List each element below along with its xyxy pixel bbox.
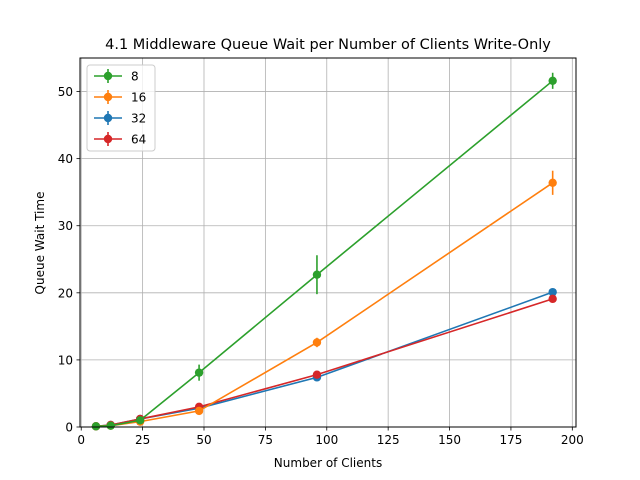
legend-item-64: 64 bbox=[94, 132, 146, 147]
data-point-8 bbox=[312, 270, 322, 279]
x-tick-label: 75 bbox=[258, 433, 273, 447]
data-point-64 bbox=[548, 294, 557, 304]
legend-swatch-marker bbox=[103, 113, 113, 123]
x-tick-label: 175 bbox=[499, 433, 522, 447]
legend-swatch-marker bbox=[103, 134, 113, 144]
y-tick-label: 20 bbox=[58, 286, 73, 300]
series-layer bbox=[91, 72, 557, 431]
data-point-16 bbox=[194, 406, 204, 416]
legend-item-8: 8 bbox=[94, 69, 139, 84]
legend-label: 32 bbox=[131, 112, 146, 126]
legend-label: 16 bbox=[131, 91, 146, 105]
y-tick-label: 40 bbox=[58, 152, 73, 166]
series-8 bbox=[91, 72, 557, 431]
y-axis-label: Queue Wait Time bbox=[33, 192, 47, 295]
x-tick-label: 50 bbox=[196, 433, 211, 447]
x-tick-label: 100 bbox=[315, 433, 338, 447]
data-point-16 bbox=[548, 178, 557, 187]
data-point-8 bbox=[194, 368, 204, 377]
legend-box bbox=[86, 64, 156, 152]
x-tick-label: 25 bbox=[135, 433, 150, 447]
legend-label: 8 bbox=[131, 70, 139, 84]
x-tick-label: 0 bbox=[77, 433, 85, 447]
legend-item-16: 16 bbox=[94, 90, 146, 105]
data-point-64 bbox=[312, 370, 322, 379]
chart-title: 4.1 Middleware Queue Wait per Number of … bbox=[105, 37, 551, 53]
x-tick-label: 125 bbox=[377, 433, 400, 447]
y-tick-label: 50 bbox=[58, 85, 73, 99]
y-tick-label: 10 bbox=[58, 353, 73, 367]
data-point-32 bbox=[548, 287, 557, 297]
y-tick-label: 0 bbox=[65, 421, 73, 435]
legend: 8 16 32 64 bbox=[86, 64, 156, 152]
legend-label: 64 bbox=[131, 133, 146, 147]
data-point-8 bbox=[548, 76, 557, 86]
legend-swatch-marker bbox=[103, 92, 113, 102]
x-tick-label: 200 bbox=[561, 433, 584, 447]
legend-swatch-marker bbox=[103, 71, 113, 81]
data-point-16 bbox=[312, 338, 322, 347]
y-tick-label: 30 bbox=[58, 219, 73, 233]
plot-frame bbox=[79, 57, 577, 428]
x-axis-label: Number of Clients bbox=[274, 456, 382, 470]
tick-layer: 0 25 50 75 100 125 150 175 200 0 10 20 30 40 50 bbox=[58, 85, 584, 447]
data-point-8 bbox=[91, 422, 101, 431]
data-point-8 bbox=[106, 421, 115, 430]
data-point-8 bbox=[135, 416, 145, 425]
legend-item-32: 32 bbox=[94, 111, 146, 126]
x-tick-label: 150 bbox=[438, 433, 461, 447]
